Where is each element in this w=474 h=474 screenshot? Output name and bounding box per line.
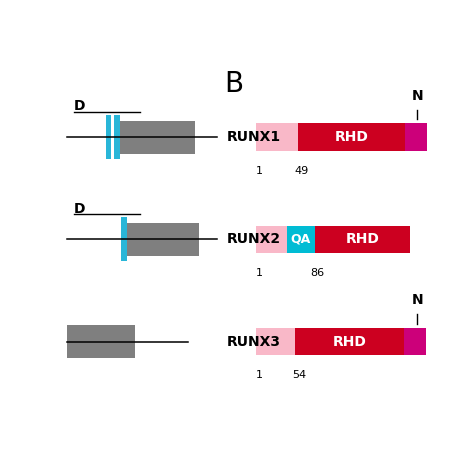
Bar — [106, 115, 111, 159]
Bar — [315, 226, 410, 253]
Bar — [256, 123, 298, 151]
Text: RUNX2: RUNX2 — [227, 232, 281, 246]
Text: RHD: RHD — [333, 335, 366, 348]
Text: N: N — [411, 293, 423, 307]
Text: D: D — [74, 100, 85, 113]
Text: 1: 1 — [256, 268, 263, 278]
Bar — [404, 328, 426, 356]
Text: RHD: RHD — [346, 232, 379, 246]
Text: 49: 49 — [294, 165, 309, 176]
Text: N: N — [411, 89, 423, 102]
Text: D: D — [74, 201, 85, 216]
Text: 86: 86 — [310, 268, 324, 278]
Text: RHD: RHD — [334, 130, 368, 144]
Bar — [114, 115, 120, 159]
Text: 54: 54 — [292, 370, 306, 380]
Text: RUNX3: RUNX3 — [227, 335, 281, 348]
Text: B: B — [224, 70, 243, 98]
Text: QA: QA — [291, 233, 311, 246]
Bar — [298, 123, 405, 151]
Bar — [66, 325, 135, 358]
Bar — [287, 226, 315, 253]
Bar — [256, 328, 295, 356]
Text: RUNX1: RUNX1 — [227, 130, 281, 144]
Bar — [114, 121, 195, 154]
Bar — [405, 123, 427, 151]
Text: 1: 1 — [256, 165, 263, 176]
Bar — [256, 226, 287, 253]
Bar — [295, 328, 404, 356]
Bar — [121, 218, 127, 261]
Text: 1: 1 — [256, 370, 263, 380]
Bar — [125, 223, 199, 256]
